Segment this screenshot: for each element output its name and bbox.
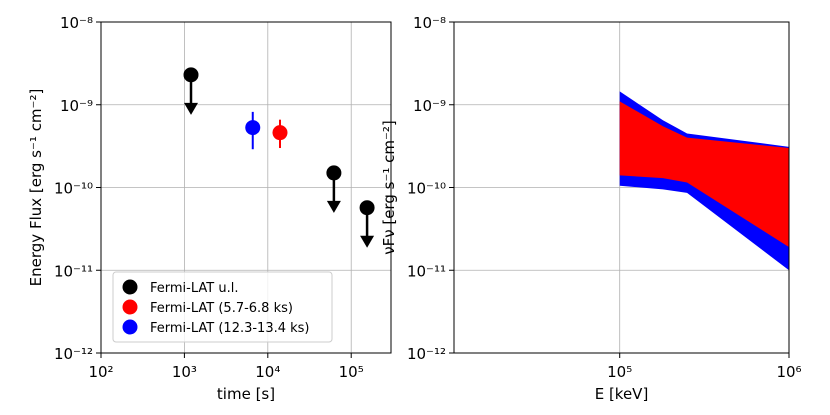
y-tick-label: 10⁻⁸ (60, 14, 93, 32)
y-tick-label: 10⁻¹⁰ (54, 180, 93, 198)
x-axis-label: E [keV] (595, 385, 649, 403)
band (619, 101, 789, 248)
legend-marker (122, 299, 138, 315)
y-tick-label: 10⁻⁸ (413, 14, 446, 32)
legend-marker (122, 279, 138, 295)
axes-frame (100, 21, 392, 354)
legend-label: Fermi-LAT (12.3-13.4 ks) (150, 321, 310, 336)
y-tick-label: 10⁻⁹ (413, 97, 446, 115)
upper-limit-arrowhead (360, 235, 375, 248)
point (326, 165, 342, 181)
y-axis-label: νFν [erg s⁻¹ cm⁻²] (380, 120, 398, 255)
legend-label: Fermi-LAT u.l. (150, 281, 238, 296)
y-tick-label: 10⁻¹¹ (407, 262, 446, 280)
x-tick-label: 10⁵ (339, 363, 364, 381)
panel: 10² 10³ 10⁴ 10⁵ 10⁻¹² 10⁻¹¹ 10⁻¹⁰ 10⁻⁹ 10⁻⁸ time … (27, 14, 392, 403)
y-tick-label: 10⁻¹⁰ (407, 180, 446, 198)
x-tick-label: 10⁶ (776, 363, 801, 381)
point (245, 120, 261, 136)
x-axis-label: time [s] (217, 385, 275, 403)
point (183, 67, 199, 83)
y-tick-label: 10⁻¹² (407, 345, 446, 363)
y-axis-label: Energy Flux [erg s⁻¹ cm⁻²] (27, 89, 45, 287)
point (272, 125, 288, 141)
legend-label: Fermi-LAT (5.7-6.8 ks) (150, 301, 293, 316)
x-tick-label: 10³ (172, 363, 197, 381)
y-tick-label: 10⁻¹² (54, 345, 93, 363)
panel: 10⁵ 10⁶ 10⁻¹² 10⁻¹¹ 10⁻¹⁰ 10⁻⁹ 10⁻⁸ E [keV] νFν … (380, 14, 802, 403)
axes-frame (453, 21, 790, 354)
upper-limit-arrowhead (184, 102, 199, 115)
upper-limit-arrowhead (326, 200, 341, 213)
x-tick-label: 10⁵ (607, 363, 632, 381)
legend-marker (122, 319, 138, 335)
legend-box (112, 271, 333, 343)
y-tick-label: 10⁻¹¹ (54, 262, 93, 280)
x-tick-label: 10² (88, 363, 113, 381)
y-tick-label: 10⁻⁹ (60, 97, 93, 115)
point (359, 200, 375, 216)
x-tick-label: 10⁴ (255, 363, 280, 381)
